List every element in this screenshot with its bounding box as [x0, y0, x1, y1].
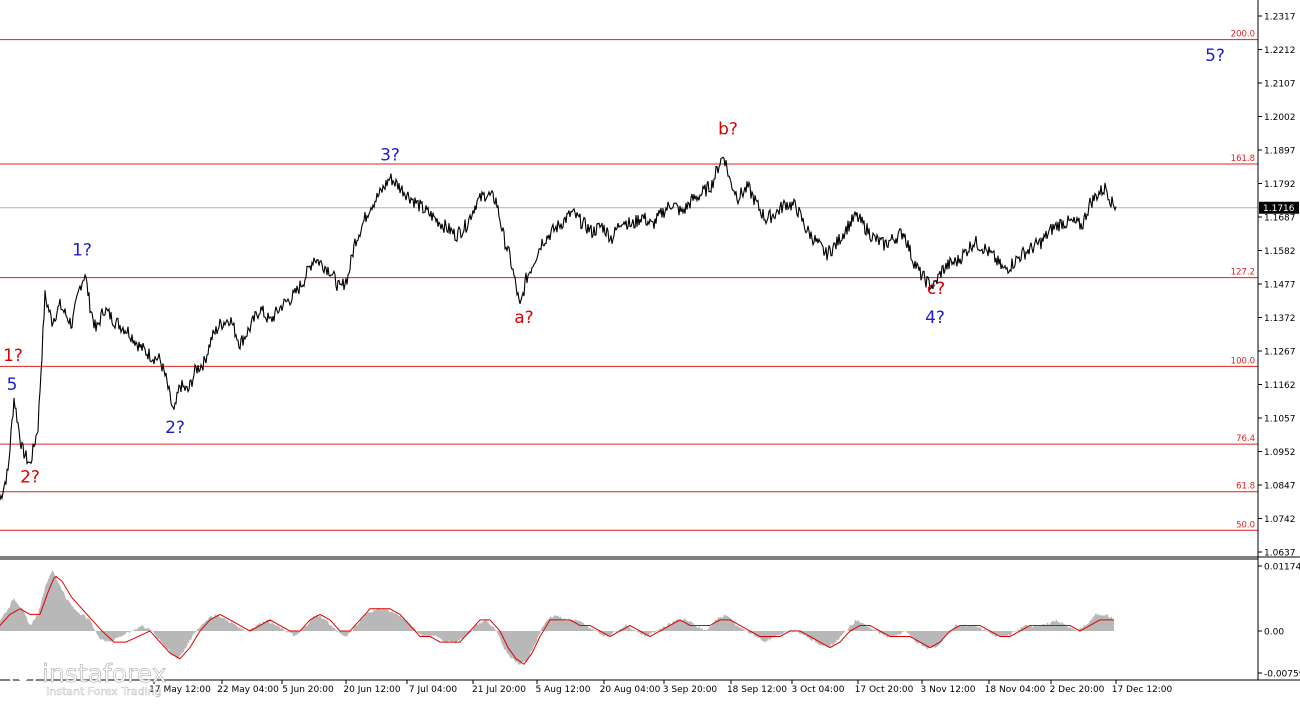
current-price-label: 1.1716 [1263, 204, 1295, 214]
price-series [0, 156, 1258, 501]
time-tick-label: 22 May 04:00 [217, 685, 279, 695]
fib-level-label: 100.0 [1231, 356, 1255, 366]
oscillator-panel [0, 570, 1114, 666]
wave-label: a? [514, 308, 533, 328]
time-tick-label: 5 Aug 12:00 [536, 685, 591, 695]
price-tick-label: 1.1582 [1264, 247, 1296, 257]
price-tick-label: 1.1897 [1264, 147, 1296, 157]
price-tick-label: 1.0952 [1264, 448, 1296, 458]
time-tick-label: 17 Oct 20:00 [855, 685, 914, 695]
wave-label: 5? [1205, 46, 1225, 66]
wave-label: c? [927, 279, 945, 299]
wave-label: 1? [3, 346, 23, 366]
time-tick-label: 20 Jun 12:00 [343, 685, 400, 695]
wave-label: 2? [165, 418, 185, 438]
fib-level-label: 200.0 [1231, 30, 1255, 40]
price-line [0, 156, 1117, 501]
wave-label: 3? [380, 146, 400, 166]
time-tick-label: 18 Sep 12:00 [727, 685, 787, 695]
watermark: instaforex Instant Forex Trading [8, 659, 167, 698]
time-tick-label: 17 Dec 12:00 [1112, 685, 1173, 695]
watermark-tagline: Instant Forex Trading [46, 685, 162, 698]
fib-level-label: 50.0 [1236, 520, 1255, 530]
price-tick-label: 1.1372 [1264, 314, 1296, 324]
oscillator-tick-label: -0.00759 [1264, 670, 1300, 680]
time-tick-label: 3 Nov 12:00 [921, 685, 976, 695]
price-tick-label: 1.0637 [1264, 549, 1296, 559]
wave-label: 1? [72, 241, 92, 261]
oscillator-tick-label: 0.00 [1264, 627, 1284, 637]
price-tick-label: 1.1057 [1264, 415, 1296, 425]
time-tick-label: 18 Nov 04:00 [985, 685, 1046, 695]
wave-labels: 1? 5 2? 1? 2? 3? a? b? c? 4? 5? [3, 46, 1225, 487]
time-tick-label: 3 Oct 04:00 [792, 685, 845, 695]
oscillator-histogram [0, 570, 1114, 666]
price-tick-label: 1.2107 [1264, 80, 1296, 90]
time-tick-label: 21 Jul 20:00 [472, 685, 526, 695]
price-tick-label: 1.2317 [1264, 13, 1296, 23]
wave-label: 4? [925, 308, 945, 328]
wave-label: 2? [20, 467, 40, 487]
time-tick-label: 5 Jun 20:00 [282, 685, 334, 695]
time-tick-label: 7 Jul 04:00 [409, 685, 458, 695]
time-tick-label: 2 Dec 20:00 [1050, 685, 1105, 695]
price-tick-label: 1.2212 [1264, 46, 1296, 56]
price-tick-label: 1.1687 [1264, 214, 1296, 224]
current-price-tag [1259, 201, 1299, 214]
instaforex-logo-icon [8, 659, 38, 689]
oscillator-tick-label: 0.01174 [1264, 563, 1300, 573]
price-tick-label: 1.1792 [1264, 180, 1296, 190]
price-tick-label: 1.1477 [1264, 281, 1296, 291]
time-tick-label: 3 Sep 20:00 [663, 685, 718, 695]
oscillator-signal-line [0, 575, 1114, 665]
price-tick-label: 1.0847 [1264, 482, 1296, 492]
time-tick-label: 17 May 12:00 [149, 685, 211, 695]
wave-label: 5 [7, 375, 18, 395]
price-tick-label: 1.0742 [1264, 515, 1296, 525]
time-tick-label: 20 Aug 04:00 [600, 685, 661, 695]
price-tick-label: 1.2002 [1264, 113, 1296, 123]
fib-level-label: 61.8 [1236, 482, 1255, 492]
price-tick-label: 1.1267 [1264, 348, 1296, 358]
price-tick-label: 1.1162 [1264, 381, 1296, 391]
fib-level-label: 76.4 [1236, 434, 1255, 444]
fibonacci-levels: 200.0 161.8 127.2 100.0 76.4 61.8 50.0 [0, 30, 1258, 531]
watermark-brand: instaforex [42, 659, 167, 688]
fib-level-label: 161.8 [1231, 154, 1255, 164]
wave-label: b? [718, 119, 738, 139]
fib-level-label: 127.2 [1231, 268, 1255, 278]
